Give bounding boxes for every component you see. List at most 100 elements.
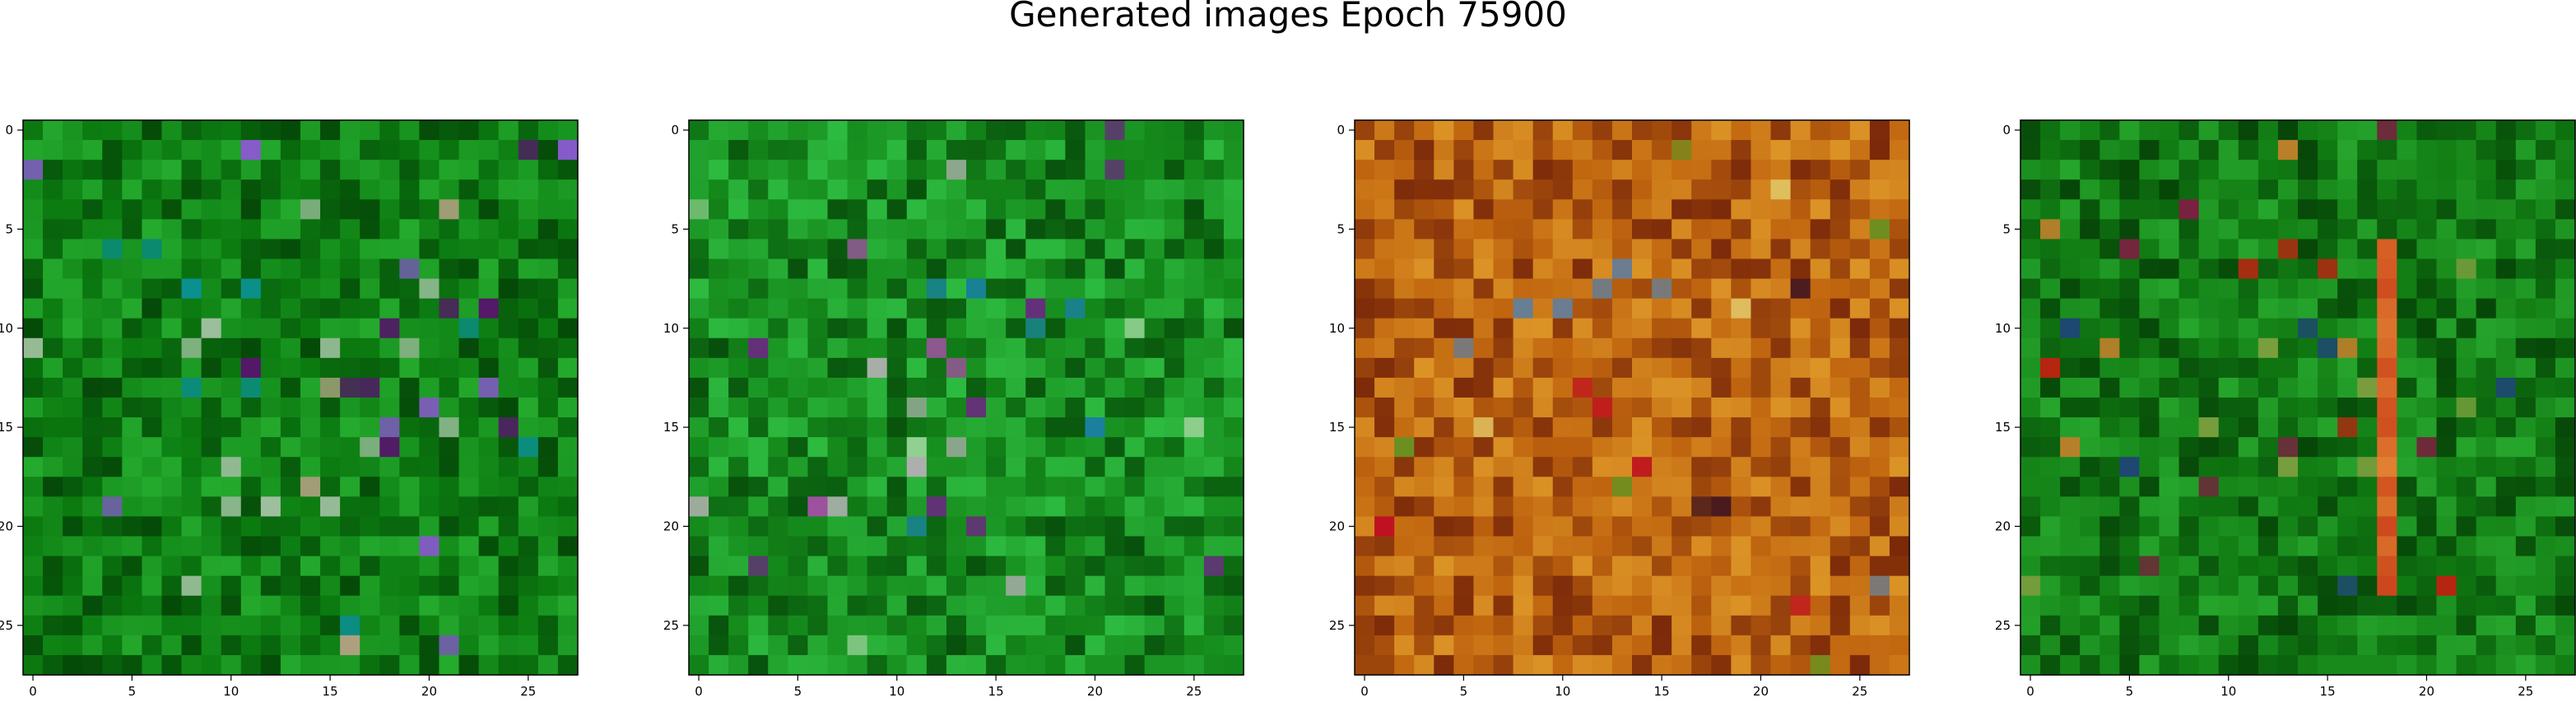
pixel-cell: [986, 179, 1007, 200]
pixel-cell: [142, 615, 163, 636]
pixel-cell: [1672, 437, 1692, 458]
pixel-cell: [2218, 417, 2239, 438]
pixel-cell: [2218, 337, 2239, 359]
x-tick-label: 5: [2126, 684, 2134, 699]
pixel-cell: [320, 437, 341, 458]
pixel-cell: [419, 496, 440, 518]
pixel-cell: [2198, 615, 2220, 636]
pixel-cell: [1164, 140, 1185, 160]
pixel-cell: [728, 398, 749, 418]
pixel-cell: [537, 160, 559, 180]
pixel-cell: [1374, 615, 1395, 636]
pixel-cell: [1124, 654, 1146, 676]
pixel-cell: [1065, 337, 1086, 359]
pixel-cell: [2178, 595, 2200, 616]
pixel-cell: [1552, 556, 1574, 577]
pixel-cell: [43, 457, 63, 477]
pixel-cell: [966, 357, 987, 379]
pixel-cell: [2218, 298, 2239, 319]
pixel-cell: [1731, 654, 1752, 676]
pixel-cell: [1691, 239, 1712, 260]
pixel-cell: [2436, 575, 2457, 597]
pixel-cell: [1611, 536, 1633, 557]
pixel-cell: [419, 575, 440, 597]
pixel-cell: [2139, 477, 2160, 497]
pixel-cell: [847, 457, 868, 477]
pixel-cell: [1104, 556, 1126, 577]
pixel-cell: [498, 575, 519, 597]
pixel-cell: [360, 219, 380, 240]
pixel-cell: [1691, 615, 1712, 636]
pixel-cell: [886, 496, 908, 518]
pixel-cell: [2416, 496, 2438, 518]
pixel-cell: [1869, 120, 1890, 141]
pixel-cell: [360, 635, 380, 656]
pixel-cell: [260, 556, 281, 577]
pixel-cell: [2119, 417, 2141, 438]
pixel-cell: [122, 398, 143, 418]
pixel-cell: [399, 398, 421, 418]
pixel-cell: [2476, 654, 2497, 676]
pixel-cell: [43, 635, 63, 656]
pixel-cell: [2020, 398, 2041, 418]
pixel-cell: [23, 298, 44, 319]
pixel-cell: [181, 437, 202, 458]
pixel-cell: [419, 179, 440, 200]
pixel-cell: [886, 536, 908, 557]
pixel-cell: [1374, 298, 1395, 319]
pixel-cell: [2139, 258, 2160, 280]
pixel-cell: [1223, 219, 1244, 240]
pixel-cell: [2060, 140, 2081, 160]
pixel-cell: [886, 377, 908, 398]
pixel-cell: [1592, 575, 1613, 597]
pixel-cell: [1513, 318, 1534, 339]
pixel-cell: [926, 377, 947, 398]
pixel-cell: [419, 140, 440, 160]
pixel-cell: [2119, 437, 2141, 458]
pixel-cell: [43, 258, 63, 280]
pixel-cell: [926, 160, 947, 180]
pixel-cell: [689, 179, 709, 200]
pixel-cell: [419, 516, 440, 537]
pixel-cell: [122, 318, 143, 339]
pixel-cell: [2318, 654, 2338, 676]
pixel-cell: [966, 377, 987, 398]
pixel-cell: [2159, 160, 2180, 180]
pixel-cell: [1611, 337, 1633, 359]
pixel-cell: [63, 457, 83, 477]
pixel-cell: [867, 337, 888, 359]
pixel-cell: [2060, 575, 2081, 597]
pixel-cell: [847, 595, 868, 616]
pixel-cell: [788, 516, 809, 537]
pixel-cell: [827, 417, 849, 438]
pixel-cell: [320, 239, 341, 260]
pixel-cell: [2495, 179, 2517, 200]
pixel-cell: [728, 575, 749, 597]
pixel-cell: [2099, 278, 2120, 300]
pixel-cell: [1691, 140, 1712, 160]
pixel-cell: [1394, 536, 1415, 557]
pixel-cell: [2397, 615, 2418, 636]
pixel-cell: [1672, 179, 1692, 200]
pixel-cell: [161, 377, 183, 398]
pixel-cell: [2277, 398, 2299, 418]
pixel-cell: [1830, 357, 1851, 379]
pixel-cell: [1374, 120, 1395, 141]
pixel-cell: [867, 437, 888, 458]
pixel-cell: [1810, 615, 1831, 636]
pixel-cell: [807, 337, 829, 359]
pixel-cell: [142, 120, 163, 141]
pixel-cell: [689, 477, 709, 497]
pixel-cell: [419, 278, 440, 300]
y-tick-label: 25: [663, 618, 679, 633]
pixel-cell: [1473, 219, 1495, 240]
pixel-cell: [399, 179, 421, 200]
pixel-cell: [1223, 140, 1244, 160]
pixel-cell: [2159, 477, 2180, 497]
pixel-cell: [122, 575, 143, 597]
pixel-cell: [161, 595, 183, 616]
pixel-cell: [847, 635, 868, 656]
pixel-cell: [320, 160, 341, 180]
pixel-cell: [43, 556, 63, 577]
